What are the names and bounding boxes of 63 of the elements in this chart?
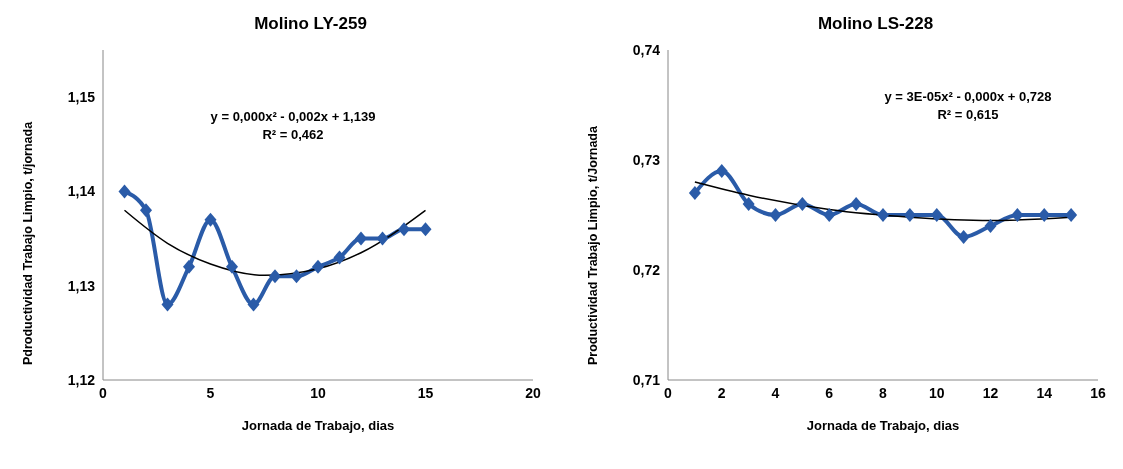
point [823,208,836,222]
point [183,259,195,274]
point [769,208,782,222]
point [1011,208,1024,222]
point [226,259,238,274]
point [715,164,728,178]
x-tick-label: 12 [982,384,999,401]
point [903,208,916,222]
point [355,231,367,246]
x-tick-label: 14 [1036,384,1053,401]
y-tick-label: 0,71 [632,371,661,388]
point [850,197,863,211]
point [140,203,152,218]
annotation: y = 0,000x² - 0,002x + 1,139 [209,108,377,126]
point [204,212,217,227]
y-tick-label: 1,12 [67,371,96,388]
point [376,231,389,246]
point [1038,208,1051,222]
chart-title: Molino LY-259 [253,13,368,35]
point [930,208,943,222]
y-tick-label: 1,13 [67,277,96,294]
x-tick-label: 5 [206,384,215,401]
x-tick-label: 0 [99,384,108,401]
annotation: R² = 0,615 [936,106,1000,124]
point [742,197,755,211]
x-tick-label: 15 [417,384,434,401]
y-tick-label: 0,72 [632,261,661,278]
point [419,222,432,237]
x-tick-label: 10 [928,384,945,401]
point [877,208,889,222]
y-tick-label: 1,14 [67,183,96,200]
x-tick-label: 20 [525,384,541,401]
point [796,197,809,211]
annotation: y = 3E-05x² - 0,000x + 0,728 [883,88,1053,106]
x-axis-title: Jornada de Trabajo, dias [806,418,960,433]
annotation: R² = 0,462 [261,126,325,144]
point [984,219,997,233]
point [290,269,303,284]
y-tick-label: 0,74 [632,41,661,58]
x-tick-label: 10 [310,384,326,401]
line-series [123,209,427,277]
y-axis-title: Pdroductividad Trabajo Limpio, t/jornada [21,120,36,365]
y-tick-label: 0,73 [632,151,661,168]
x-tick-label: 8 [879,384,888,401]
y-axis-title: Productividad Trabajo Limpio, t/Jornada [586,125,601,365]
x-tick-label: 4 [771,384,780,401]
point [957,230,970,244]
x-tick-label: 16 [1090,384,1106,401]
point [247,297,260,312]
point [118,184,131,199]
x-tick-label: 6 [825,384,834,401]
point [269,269,281,284]
point [1065,208,1078,222]
y-tick-label: 1,15 [67,89,96,106]
point [312,259,324,274]
point [333,250,346,265]
point [688,186,701,200]
point [398,222,410,237]
point [161,297,174,312]
chart-title: Molino LS-228 [816,13,935,35]
x-tick-label: 0 [664,384,673,401]
x-axis-title: Jornada de Trabajo, dias [241,418,395,433]
x-tick-label: 2 [717,384,726,401]
